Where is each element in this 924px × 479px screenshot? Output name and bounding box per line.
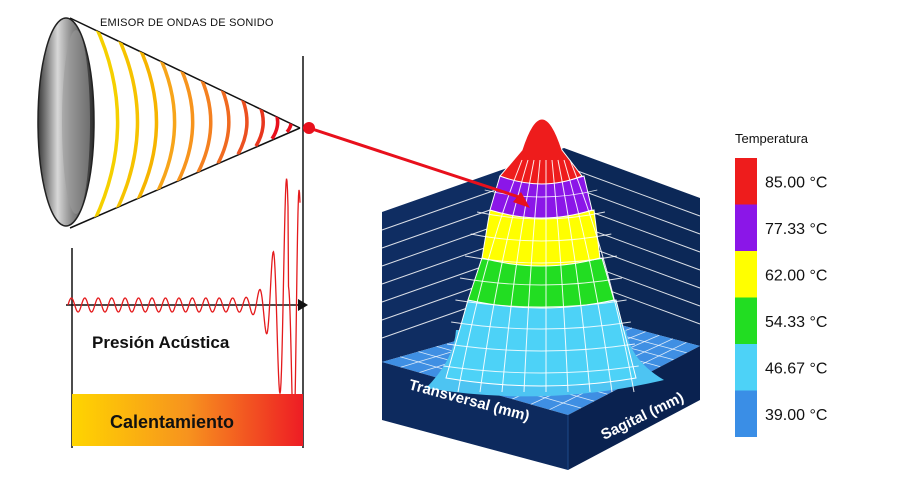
acoustic-pressure-plot: Presión Acústica: [66, 56, 308, 448]
wavefront-arc: [270, 104, 280, 140]
surface-mesh-line: [563, 159, 613, 393]
legend-swatch: [735, 251, 757, 298]
legend-label: 85.00 °C: [765, 174, 827, 191]
legend-swatch: [735, 390, 757, 437]
wavefront-arc: [93, 23, 120, 221]
acoustic-pressure-label: Presión Acústica: [92, 333, 230, 352]
surface-mesh-line: [501, 159, 535, 393]
emitter-label: EMISOR DE ONDAS DE SONIDO: [100, 17, 274, 29]
surface-mesh-line: [476, 211, 606, 220]
wavefront-arc: [176, 61, 195, 183]
surface-mesh-line: [479, 159, 529, 393]
pressure-wave: [67, 178, 301, 438]
wavefront-arc: [136, 43, 159, 201]
surface-mesh-line: [551, 159, 569, 393]
legend-swatch: [735, 344, 757, 391]
arrow-icon: [513, 192, 530, 208]
surface-mesh-line: [443, 365, 639, 374]
legend-label: 54.33 °C: [765, 314, 827, 331]
surface-mesh-line: [569, 159, 635, 393]
wavefront-arc: [115, 33, 140, 211]
legend-swatch: [735, 297, 757, 344]
transducer: EMISOR DE ONDAS DE SONIDO: [37, 17, 301, 229]
surface-mesh-line: [447, 343, 635, 352]
surface-mesh-line: [457, 159, 523, 393]
heating-bar: Calentamiento: [72, 394, 303, 446]
wavefront-arc: [196, 70, 213, 174]
surface-mesh-line: [455, 299, 627, 308]
wavefront-arc: [156, 52, 177, 192]
sound-wavefronts: [93, 23, 293, 221]
cone-edge-top: [69, 17, 301, 129]
legend-swatch: [735, 158, 757, 205]
arrow-icon: [298, 299, 308, 311]
legend-swatch: [735, 204, 757, 251]
cone-edge-bottom: [69, 127, 301, 229]
surface-mesh-line: [557, 159, 591, 393]
focal-point-icon: [303, 122, 315, 134]
surface-mesh-line: [451, 321, 631, 330]
legend-label: 62.00 °C: [765, 267, 827, 284]
legend-label: 39.00 °C: [765, 407, 827, 424]
surface-mesh-line: [470, 233, 612, 242]
front-face-left: [382, 362, 568, 470]
temperature-3d-plot: Transversal (mm) Sagital (mm): [381, 118, 701, 470]
temperature-legend: Temperatura 85.00 °C 77.33 °C 62.00 °C 54.3…: [735, 131, 827, 437]
surface-mesh-line: [459, 277, 623, 286]
surface-mesh-line: [523, 159, 541, 393]
temperature-band: [499, 118, 583, 185]
wall-grid-line: [563, 165, 701, 217]
wavefront-arc: [254, 97, 265, 147]
focus-arrow: [303, 122, 530, 208]
heating-gradient: [72, 394, 303, 446]
legend-label: 46.67 °C: [765, 360, 827, 377]
legend-label: 77.33 °C: [765, 221, 827, 238]
front-face-right: [568, 346, 700, 470]
temperature-surface: [426, 118, 664, 397]
legend-title: Temperatura: [735, 131, 809, 146]
heating-label: Calentamiento: [110, 412, 234, 432]
transducer-dish-icon: [37, 17, 95, 227]
surface-mesh-line: [465, 255, 617, 264]
surface-mesh-line: [484, 189, 598, 198]
